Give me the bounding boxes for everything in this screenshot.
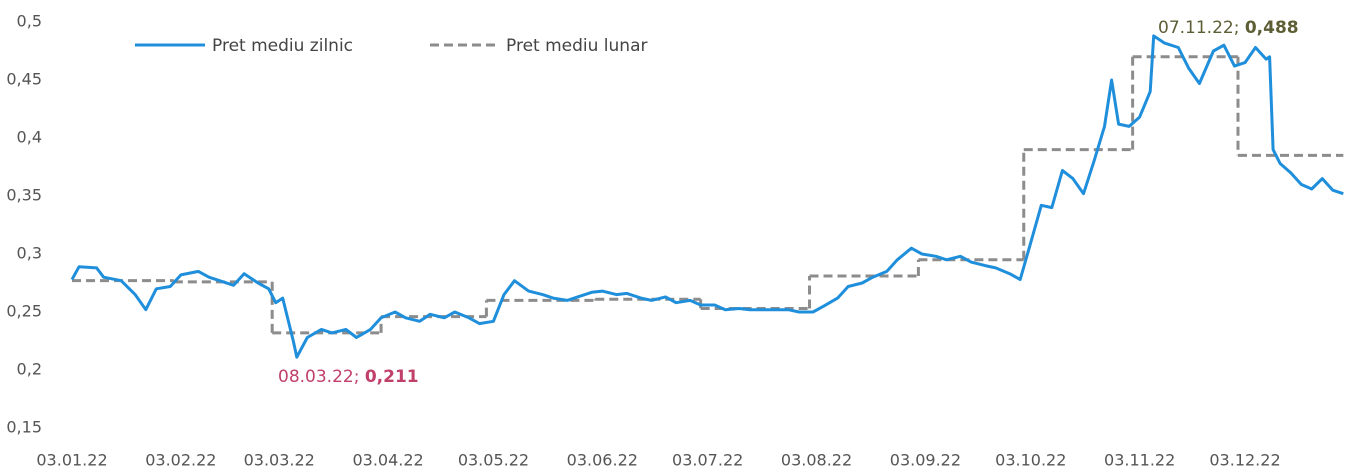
x-tick-label: 03.05.22 (458, 451, 529, 470)
x-tick-label: 03.07.22 (672, 451, 743, 470)
annotation: 08.03.22; 0,211 (278, 367, 419, 387)
legend-label: Pret mediu zilnic (212, 36, 353, 56)
x-tick-label: 03.11.22 (1104, 451, 1175, 470)
x-tick-label: 03.01.22 (36, 451, 107, 470)
x-tick-label: 03.12.22 (1209, 451, 1280, 470)
x-tick-label: 03.06.22 (567, 451, 638, 470)
y-tick-label: 0,15 (6, 418, 42, 437)
y-tick-label: 0,45 (6, 70, 42, 89)
y-tick-label: 0,5 (17, 12, 42, 31)
annotation-value: 0,488 (1245, 18, 1299, 38)
series-line (70, 34, 1344, 359)
x-tick-label: 03.03.22 (244, 451, 315, 470)
y-tick-label: 0,4 (17, 128, 42, 147)
x-tick-label: 03.02.22 (145, 451, 216, 470)
annotation-date: 08.03.22; (278, 367, 359, 387)
x-tick-label: 03.08.22 (781, 451, 852, 470)
y-tick-label: 0,35 (6, 186, 42, 205)
annotation-value: 0,211 (365, 367, 419, 387)
y-tick-label: 0,3 (17, 244, 42, 263)
annotation: 07.11.22; 0,488 (1158, 18, 1299, 38)
x-tick-label: 03.09.22 (890, 451, 961, 470)
annotation-date: 07.11.22; (1158, 18, 1239, 38)
x-tick-label: 03.04.22 (352, 451, 423, 470)
x-tick-label: 03.10.22 (995, 451, 1066, 470)
y-tick-label: 0,25 (6, 302, 42, 321)
y-tick-label: 0,2 (17, 360, 42, 379)
legend-label: Pret mediu lunar (506, 36, 648, 56)
